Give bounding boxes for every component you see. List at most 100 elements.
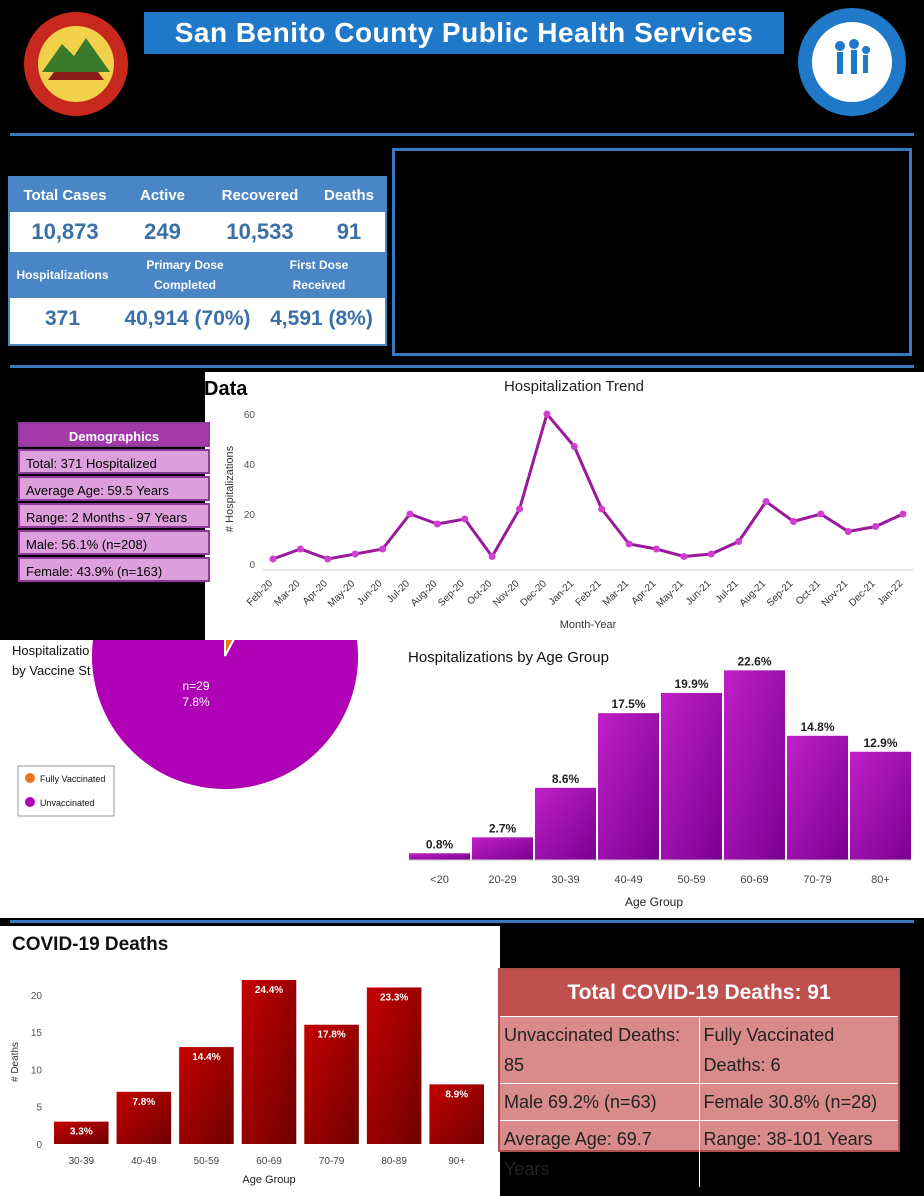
- x-tick-label: Oct-20: [465, 578, 494, 607]
- y-tick-label: 0: [36, 1140, 42, 1151]
- x-axis-label: Age Group: [242, 1174, 295, 1186]
- data-point: [707, 550, 715, 558]
- pie-label-n: n=29: [182, 679, 209, 693]
- death-bar: [429, 1084, 484, 1144]
- deaths-table-cell: Range: 38-101 Years: [698, 1121, 899, 1187]
- divider: [10, 920, 914, 923]
- data-point: [652, 545, 660, 553]
- x-tick-label: Aug-20: [409, 578, 440, 609]
- x-tick-label: 30-39: [551, 874, 579, 886]
- age-bar: [787, 735, 848, 860]
- age-bar: [661, 693, 722, 860]
- data-point: [762, 498, 770, 505]
- trend-line: [272, 410, 904, 561]
- pie-slice-unvaccinated: [90, 640, 360, 791]
- stats-table: Total Cases Active Recovered Deaths 10,8…: [8, 176, 387, 346]
- bar-value-label: 24.4%: [255, 985, 283, 996]
- x-tick-label: 80-89: [381, 1156, 407, 1167]
- bar-value-label: 19.9%: [674, 677, 708, 691]
- age-bar: [535, 787, 596, 860]
- bar-value-label: 3.3%: [70, 1127, 93, 1138]
- data-point: [598, 505, 606, 513]
- bar-value-label: 2.7%: [489, 821, 517, 835]
- data-point: [324, 555, 332, 563]
- age-bar: [472, 837, 533, 860]
- demographics-row: Male: 56.1% (n=208): [18, 530, 210, 555]
- demographics-row: Female: 43.9% (n=163): [18, 557, 210, 582]
- data-point: [625, 540, 633, 548]
- x-tick-label: Aug-21: [738, 578, 769, 609]
- death-bar: [366, 987, 422, 1144]
- x-tick-label: Mar-20: [272, 578, 302, 608]
- y-tick-label: 10: [31, 1065, 43, 1076]
- pie-title: Hospitalization by Vaccine Status: [12, 641, 115, 681]
- data-point: [789, 518, 797, 525]
- bar-value-label: 8.9%: [445, 1089, 468, 1100]
- x-tick-label: Sep-20: [436, 578, 467, 609]
- demographics-row: Average Age: 59.5 Years: [18, 476, 210, 501]
- x-tick-label: Jun-20: [355, 578, 385, 608]
- data-point: [872, 523, 880, 530]
- x-tick-label: May-21: [655, 578, 687, 610]
- death-bar: [54, 1121, 109, 1144]
- legend-swatch: [25, 797, 35, 807]
- y-axis-label: # Deaths: [10, 1042, 21, 1082]
- x-tick-label: 60-69: [740, 874, 768, 886]
- hospitalization-panel: [205, 372, 924, 640]
- x-tick-label: 50-59: [194, 1156, 220, 1167]
- deaths-table-title: Total COVID-19 Deaths: 91: [500, 970, 898, 1016]
- deaths-bar-chart: COVID-19 Deaths 0 5 10 15 20 # Deaths 3.3% 30-39…: [10, 934, 484, 1186]
- bar-value-label: 8.6%: [552, 772, 580, 786]
- death-bar: [304, 1024, 359, 1144]
- data-point: [461, 515, 469, 523]
- data-point: [351, 550, 359, 558]
- pie-title-line2: by Vaccine Status: [12, 663, 116, 678]
- y-tick-label: 5: [36, 1103, 42, 1114]
- age-bar: [724, 670, 785, 860]
- public-health-logo: [796, 6, 908, 118]
- x-tick-label: Feb-21: [574, 578, 604, 608]
- bar-value-label: 17.8%: [317, 1030, 345, 1041]
- stats-header: Active: [139, 186, 186, 204]
- legend-label: Fully Vaccinated: [40, 774, 105, 784]
- demographics-title: Demographics: [18, 422, 210, 447]
- bar-value-label: 0.8%: [426, 837, 454, 851]
- death-bar: [241, 980, 297, 1144]
- x-tick-label: <20: [430, 874, 449, 886]
- x-tick-label: Dec-21: [847, 578, 878, 609]
- section-title-hosp: Data: [204, 378, 248, 400]
- data-point: [379, 545, 387, 553]
- y-tick-label: 60: [244, 410, 256, 421]
- chart-title: Hospitalizations by Age Group: [408, 649, 609, 666]
- x-tick-label: 70-79: [803, 874, 831, 886]
- pie-title-line1: Hospitalization: [12, 643, 97, 658]
- divider: [10, 133, 914, 136]
- info-box: [392, 148, 912, 356]
- deaths-summary-table: Total COVID-19 Deaths: 91 Unvaccinated D…: [498, 968, 900, 1187]
- data-point: [406, 510, 414, 518]
- demographics-row: Total: 371 Hospitalized: [18, 449, 210, 474]
- death-bar: [179, 1047, 234, 1144]
- x-tick-label: Nov-20: [491, 578, 522, 609]
- x-tick-label: Oct-21: [794, 578, 823, 607]
- stats-value: 4,591 (8%): [270, 307, 373, 330]
- bar-value-label: 17.5%: [611, 697, 645, 711]
- y-axis-label: # Hospitalizations: [224, 445, 236, 532]
- data-point: [735, 538, 743, 545]
- x-tick-label: 40-49: [131, 1156, 157, 1167]
- deaths-table-cell: Female 30.8% (n=28): [698, 1084, 899, 1120]
- data-point: [899, 510, 907, 518]
- x-tick-label: Sep-21: [765, 578, 796, 609]
- death-bar: [116, 1091, 172, 1144]
- deaths-table-cell: Male 69.2% (n=63): [504, 1092, 657, 1112]
- deaths-table-cell: Fully Vaccinated Deaths: 6: [698, 1017, 899, 1083]
- bar-value-label: 7.8%: [132, 1097, 155, 1108]
- x-tick-label: 40-49: [614, 874, 642, 886]
- stats-value: 249: [144, 219, 181, 244]
- x-tick-label: 90+: [448, 1156, 465, 1167]
- x-axis-label: Age Group: [625, 895, 683, 909]
- x-tick-label: Dec-20: [518, 578, 549, 609]
- data-point: [488, 553, 496, 560]
- x-tick-label: Feb-20: [245, 578, 275, 608]
- page-title: San Benito County Public Health Services: [144, 12, 784, 54]
